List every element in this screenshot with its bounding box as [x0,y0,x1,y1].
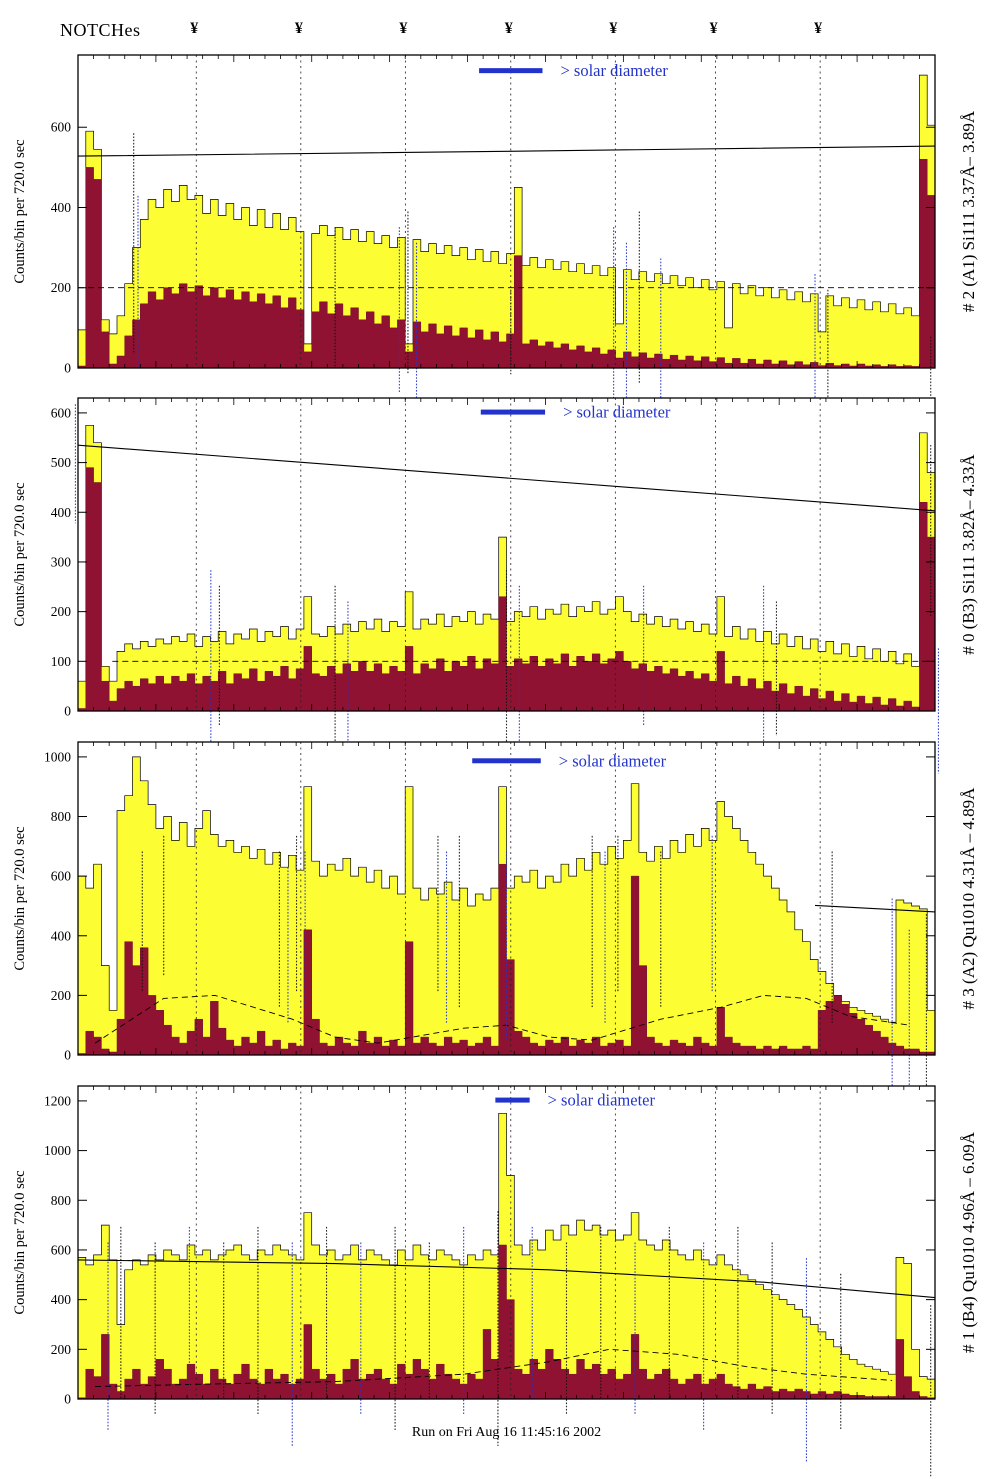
plot-border [77,1085,936,1400]
solar-diameter-bar [472,758,541,764]
panel-0: > solar diameter 0 200 400 600 Counts/bin per… [12,54,978,437]
solar-diameter-bar [495,1097,530,1103]
y-axis-title: Counts/bin per 720.0 sec [12,1170,28,1314]
notch-marker: ¥ [504,20,513,37]
panel-right-label: # 3 (A2) Qu1010 4.31Å – 4.89Å [959,787,978,1010]
y-axis-tick-label: 600 [51,1242,72,1257]
panel-2: > solar diameter 0 200 400 600 800 1000 Counts/… [12,741,978,1134]
solar-diameter-label: > solar diameter [548,1091,656,1110]
y-axis-title: Counts/bin per 720.0 sec [12,139,28,283]
notch-marker: ¥ [709,20,718,37]
y-axis-tick-label: 200 [51,1342,72,1357]
solar-diameter-label: > solar diameter [559,751,667,770]
notches-label: NOTCHes [60,20,141,40]
solar-diameter-label: > solar diameter [563,403,671,422]
panel-right-label: # 0 (B3) Si111 3.82Å– 4.33Å [959,454,978,655]
notch-marker: ¥ [609,20,618,37]
plot-border [77,397,936,712]
dashed-overlay-line [94,994,910,1044]
y-axis-tick-label: 0 [64,1392,71,1407]
solid-overlay-line [814,904,936,913]
y-axis-tick-label: 300 [51,554,72,569]
y-axis-title: Counts/bin per 720.0 sec [12,482,28,626]
panel-right-label: # 1 (B4) Qu1010 4.96Å – 6.09Å [959,1131,978,1353]
notch-marker: ¥ [190,20,199,37]
y-axis-tick-label: 400 [51,1292,72,1307]
y-axis-tick-label: 500 [51,455,72,470]
solid-overlay-line [77,1259,936,1299]
plot-border [77,741,936,1056]
y-axis-tick-label: 400 [51,200,72,215]
y-axis-title: Counts/bin per 720.0 sec [12,826,28,970]
y-axis-tick-label: 600 [51,120,72,135]
y-axis-tick-label: 600 [51,405,72,420]
solar-diameter-bar [480,409,546,415]
y-axis-tick-label: 400 [51,928,72,943]
y-axis-tick-label: 800 [51,809,72,824]
solar-diameter-label: > solar diameter [560,61,668,80]
y-axis-tick-label: 0 [64,361,71,376]
solid-overlay-line [77,444,936,512]
notch-marker: ¥ [294,20,303,37]
y-axis-tick-label: 0 [64,704,71,719]
y-axis-tick-label: 200 [51,988,72,1003]
notch-marker: ¥ [399,20,408,37]
dashed-overlay-line [95,1348,893,1388]
y-axis-tick-label: 400 [51,505,72,520]
panel-right-label: # 2 (A1) Si111 3.37Å– 3.89Å [959,110,978,312]
y-axis-tick-label: 800 [51,1193,72,1208]
yellow-histogram [77,74,936,369]
panel-3: > solar diameter 0 200 400 600 800 1000 1200 Cou… [12,1085,978,1478]
panel-1: > solar diameter 0 100 200 300 400 500 600 Count… [12,397,978,774]
red-histogram [77,159,936,369]
y-axis-tick-label: 1200 [44,1093,71,1108]
y-axis-tick-label: 1000 [44,1143,71,1158]
plot-border [77,54,936,369]
y-axis-tick-label: 200 [51,604,72,619]
solar-diameter-bar [479,68,543,74]
footer-timestamp: Run on Fri Aug 16 11:45:16 2002 [411,1425,602,1440]
y-axis-tick-label: 100 [51,654,72,669]
y-axis-tick-label: 200 [51,280,72,295]
red-histogram [77,1244,936,1400]
notch-marker: ¥ [814,20,823,37]
y-axis-tick-label: 0 [64,1048,71,1063]
y-axis-tick-label: 600 [51,869,72,884]
solid-overlay-line [77,145,936,157]
y-axis-tick-label: 1000 [44,749,71,764]
